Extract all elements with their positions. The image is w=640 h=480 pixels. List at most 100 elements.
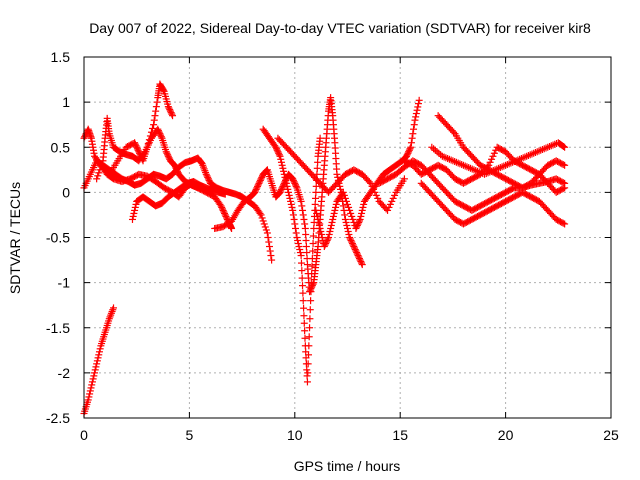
data-point-track-f [251,187,259,195]
data-point-track-g [307,297,315,305]
data-point-track-o [88,381,96,389]
data-point-track-g [274,148,282,156]
data-point-track-i [371,188,379,196]
data-point-track-k [450,128,458,136]
data-point-track-g [280,170,288,178]
data-point-track-h [313,212,321,220]
x-tick-label: 0 [80,427,88,443]
data-point-track-l [483,163,491,171]
data-point-track-i [369,185,377,193]
data-point-track-f [301,220,309,228]
data-point-track-f [342,218,350,226]
data-point-track-g [284,188,292,196]
data-point-track-f [347,237,355,245]
data-point-track-f [357,258,365,266]
data-point-track-g [283,182,291,190]
data-point-track-m [559,219,567,227]
y-tick-label: -2.5 [46,410,70,426]
x-tick-labels: 0 5 10 15 20 25 [80,427,619,443]
data-point-track-l [486,158,494,166]
data-point-track-e [128,215,136,223]
data-point-track-g [314,158,322,166]
data-point-track-l [489,152,497,160]
data-point-track-f [350,243,358,251]
data-point-track-i [374,194,382,202]
data-point-track-g [292,229,300,237]
data-point-track-o [94,354,102,362]
data-point-track-m [561,220,569,228]
data-point-track-f [356,256,364,264]
data-point-track-f [302,243,310,251]
data-point-track-a [263,229,271,237]
data-point-track-g [306,315,314,323]
data-point-track-h [321,241,329,249]
x-tick-label: 5 [186,427,194,443]
data-point-track-h [339,188,347,196]
data-point-track-g [282,176,290,184]
data-point-track-f [306,286,314,294]
data-point-track-b [228,224,236,232]
data-point-track-h [359,203,367,211]
data-point-track-a [202,170,210,178]
data-point-track-e [129,212,137,220]
data-point-track-g [305,351,313,359]
data-point-track-o [86,390,94,398]
data-point-track-o [91,369,99,377]
data-point-track-h [313,209,321,217]
data-point-track-h [344,200,351,208]
data-point-track-g [275,151,283,159]
data-point-track-h [353,221,361,229]
data-point-track-l [561,184,569,192]
data-point-track-g [298,274,306,282]
data-point-track-i [386,200,394,208]
data-point-track-h [357,212,365,220]
data-point-track-g [312,182,320,190]
data-point-track-d [153,98,161,106]
data-point-track-g [287,197,295,205]
data-point-track-g [294,237,302,245]
data-point-track-d [132,142,140,150]
data-point-track-b [220,208,228,216]
data-point-track-f [257,175,265,183]
data-point-track-g [277,155,285,163]
data-point-track-a [264,234,272,241]
data-point-track-f [302,230,310,238]
data-point-track-f [345,230,353,238]
data-point-track-d [134,146,142,154]
data-point-track-g [305,333,313,341]
data-point-track-g [304,369,312,377]
data-point-track-d [168,110,176,118]
data-point-track-c [155,128,163,136]
data-point-track-i [391,191,399,199]
data-point-track-d [135,148,143,156]
data-point-track-f [292,181,300,189]
data-point-track-f [252,185,260,193]
data-point-track-h [407,139,415,147]
data-point-track-h [358,209,366,217]
data-point-track-d [151,112,159,120]
data-point-track-h [347,209,355,217]
data-point-track-h [409,130,417,138]
data-point-track-c [93,175,101,183]
data-point-track-f [358,259,366,267]
data-point-track-d [152,107,160,115]
data-point-track-o [95,348,103,356]
data-point-track-g [306,324,314,332]
data-point-track-f [263,167,271,175]
data-point-track-g [286,194,294,202]
data-point-track-g [299,289,307,297]
data-point-track-h [341,194,349,202]
data-point-track-h [360,200,368,208]
data-point-track-d [166,107,174,115]
data-point-track-b [81,133,89,141]
data-point-track-h [340,191,348,199]
data-point-track-c [96,166,104,174]
data-point-track-i [372,191,380,199]
data-point-track-g [308,270,316,278]
data-point-track-n [560,142,568,150]
data-point-track-d [165,104,173,112]
data-point-track-a [267,252,275,260]
data-point-track-f [348,240,356,248]
data-point-track-h [331,206,339,214]
data-point-track-g [309,240,317,248]
